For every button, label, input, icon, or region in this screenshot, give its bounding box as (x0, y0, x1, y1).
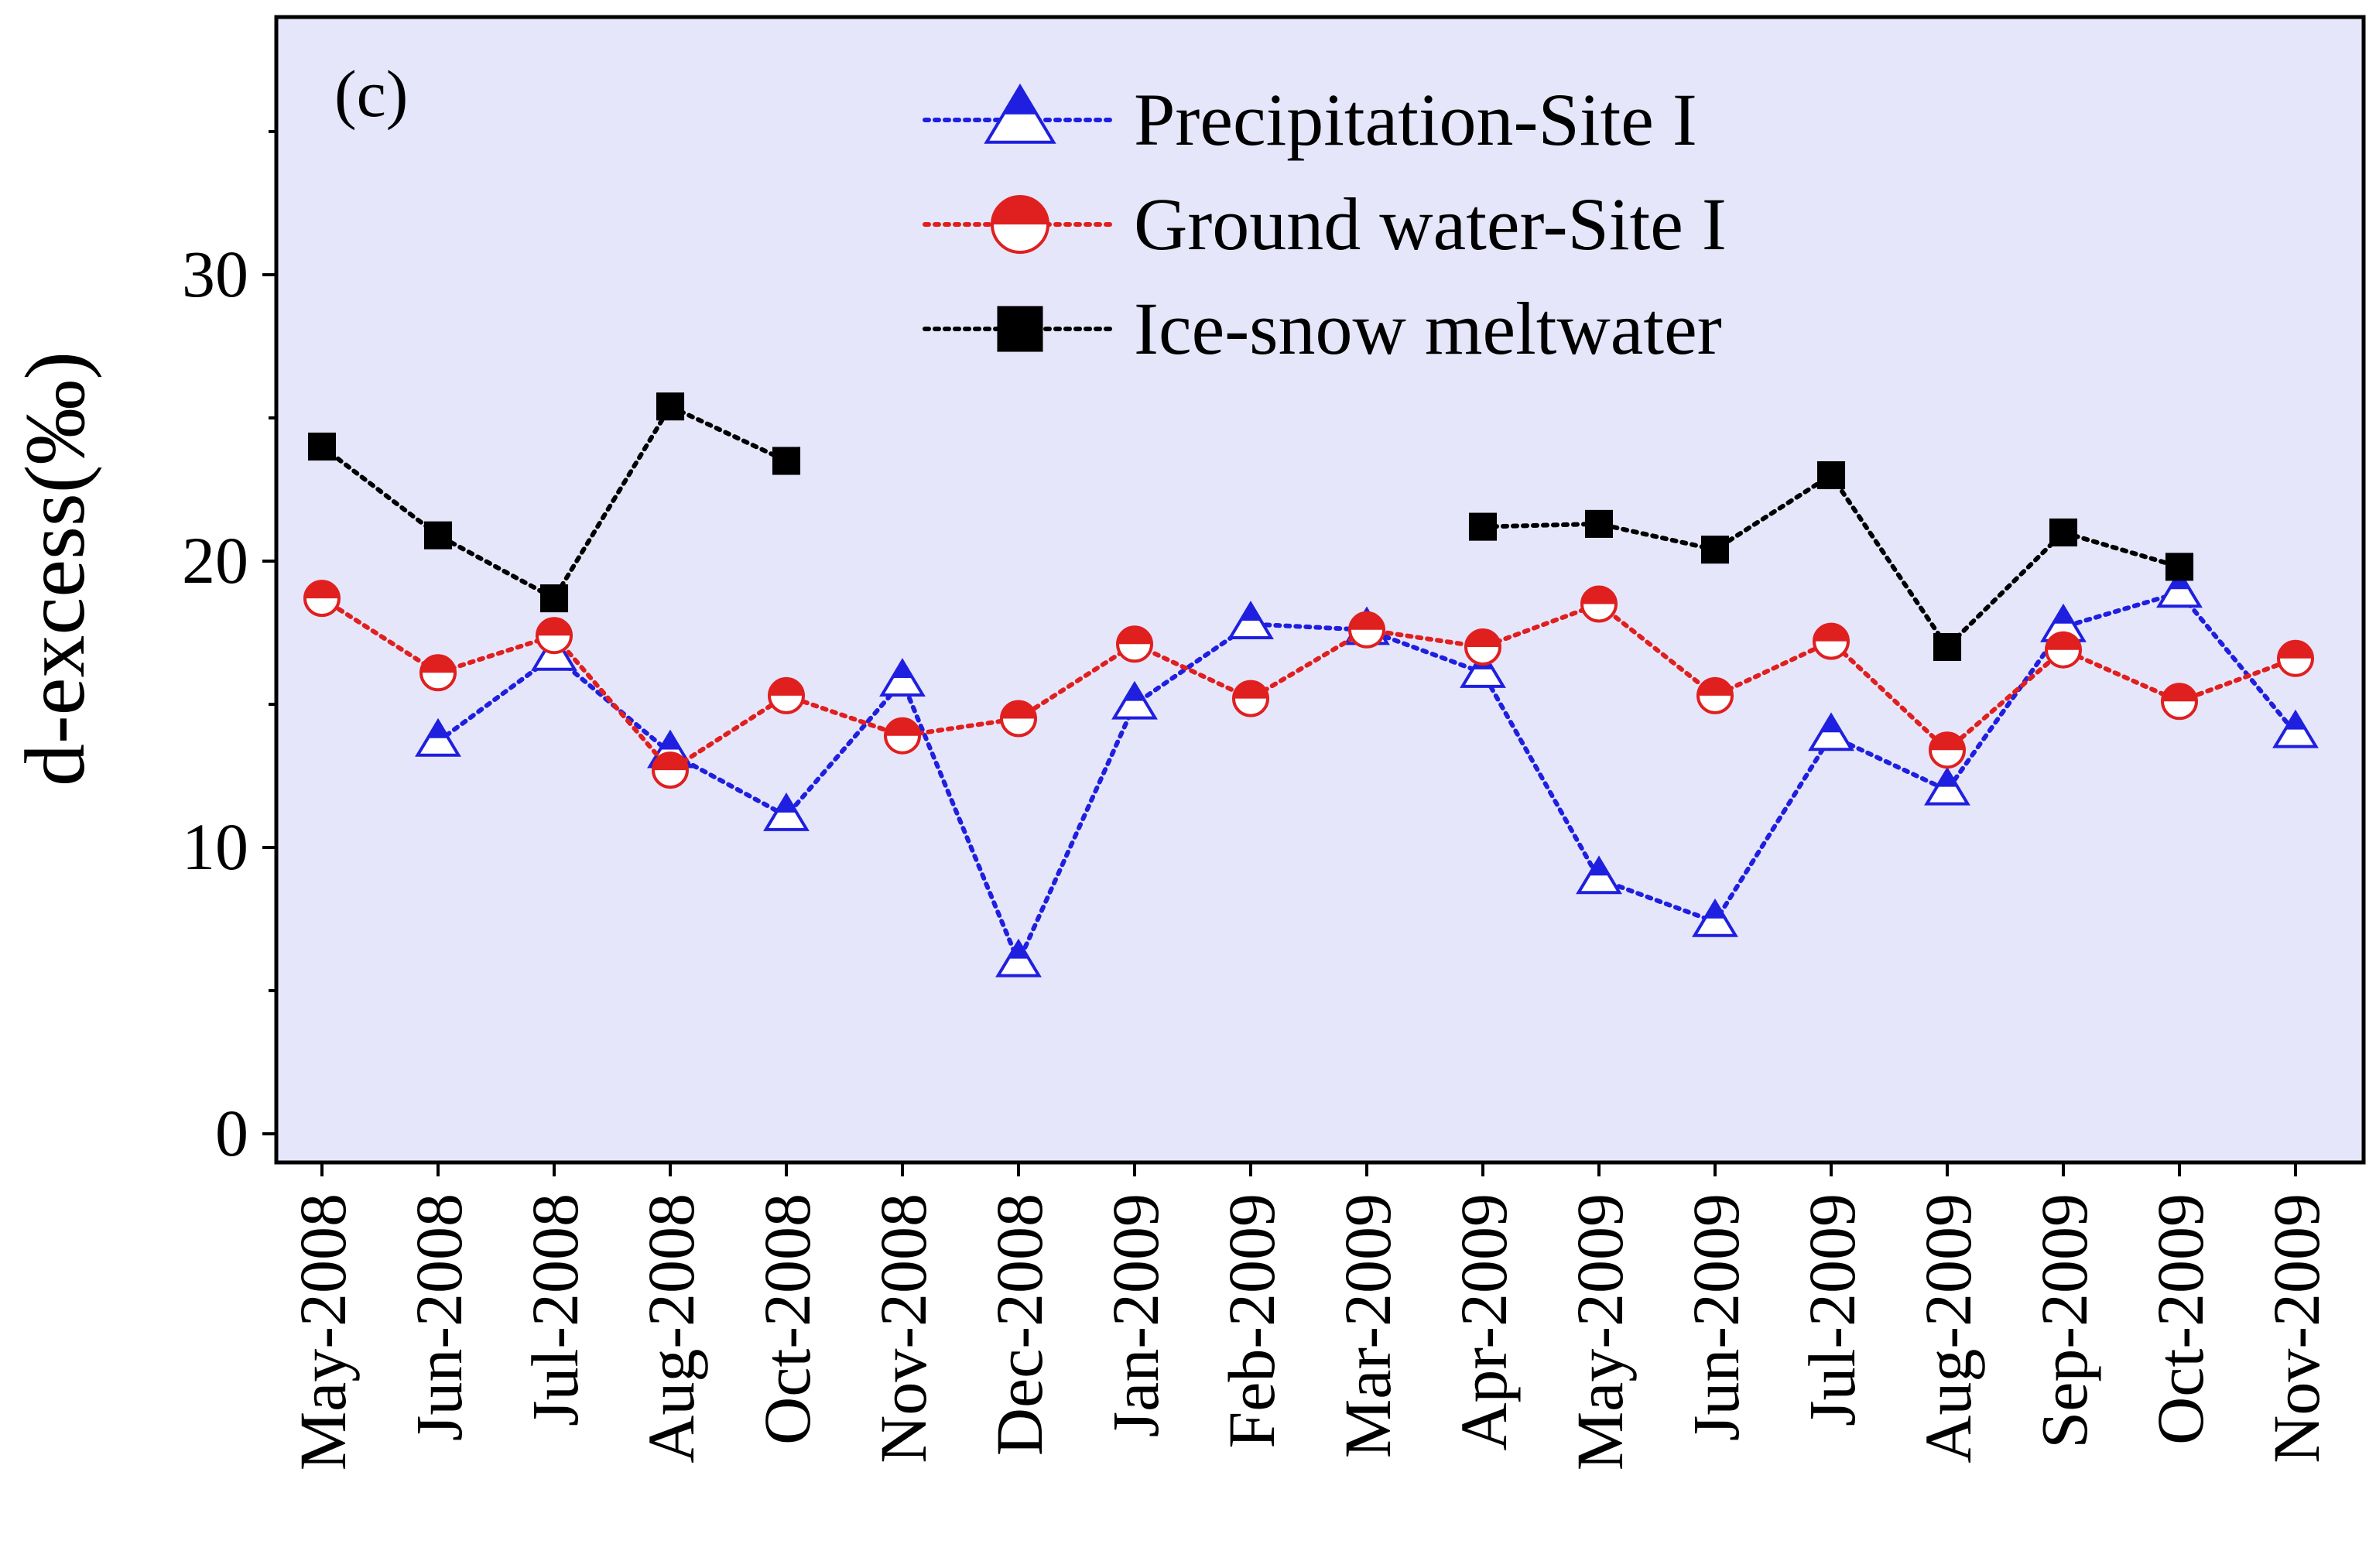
data-point-ground-water-site-i-jun-2008 (419, 654, 457, 692)
data-point-precipitation-site-i-dec-2008 (995, 938, 1042, 977)
data-point-precipitation-site-i-jun-2009 (1692, 898, 1738, 937)
legend-label-precipitation-site-i: Precipitation-Site I (1134, 78, 1697, 161)
data-point-ground-water-site-i-jul-2008 (536, 617, 573, 655)
data-point-ice-snow-meltwater-jul-2008 (539, 584, 569, 613)
y-axis-title: d-excess(‰) (8, 351, 102, 786)
x-tick-label-jan-2009: Jan-2009 (1098, 1193, 1173, 1437)
data-point-precipitation-site-i-may-2009 (1576, 855, 1622, 895)
data-point-ground-water-site-i-may-2008 (303, 580, 341, 618)
data-point-ground-water-site-i-oct-2009 (2161, 683, 2198, 721)
y-tick-label: 0 (215, 1096, 248, 1170)
x-tick-label-mar-2009: Mar-2009 (1330, 1193, 1405, 1458)
data-point-ice-snow-meltwater-oct-2008 (772, 447, 801, 475)
x-tick-label-sep-2009: Sep-2009 (2027, 1193, 2101, 1449)
x-tick-label-jul-2009: Jul-2009 (1795, 1193, 1869, 1426)
data-point-ice-snow-meltwater-jun-2008 (423, 521, 453, 549)
data-point-ice-snow-meltwater-aug-2009 (1933, 632, 1962, 662)
x-tick-label-oct-2009: Oct-2009 (2143, 1193, 2217, 1445)
data-point-ice-snow-meltwater-sep-2009 (2049, 518, 2078, 547)
plot-background (276, 17, 2364, 1162)
x-tick-label-jul-2008: Jul-2008 (518, 1193, 592, 1426)
x-tick-label-may-2009: May-2009 (1563, 1193, 1637, 1470)
legend-marker-ground-water-site-i (991, 195, 1049, 254)
series-ground-water-site-i (303, 580, 2314, 789)
data-point-ice-snow-meltwater-jul-2009 (1816, 460, 1846, 490)
x-axis-ticks: May-2008 Jun-2008 Jul-2008 Aug-2008 Oct-2008… (286, 1162, 2333, 1470)
legend: Precipitation-Site I Ground water-Site I I… (923, 78, 1727, 370)
data-point-ground-water-site-i-nov-2008 (884, 717, 921, 755)
data-point-ice-snow-meltwater-jun-2009 (1700, 536, 1730, 564)
x-tick-label-dec-2008: Dec-2008 (982, 1193, 1056, 1456)
data-point-ice-snow-meltwater-oct-2009 (2165, 553, 2194, 581)
legend-label-ground-water-site-i: Ground water-Site I (1134, 183, 1727, 265)
x-tick-label-nov-2008: Nov-2008 (866, 1193, 940, 1464)
data-point-ground-water-site-i-aug-2008 (652, 751, 689, 789)
series-line-ice-snow-meltwater (320, 403, 789, 602)
legend-label-ice-snow-meltwater: Ice-snow meltwater (1134, 287, 1722, 370)
data-point-ground-water-site-i-sep-2009 (2045, 631, 2082, 669)
x-tick-label-oct-2008: Oct-2008 (750, 1193, 824, 1445)
data-point-ice-snow-meltwater-apr-2009 (1468, 512, 1498, 541)
x-tick-label-aug-2009: Aug-2009 (1911, 1193, 1985, 1464)
data-point-ground-water-site-i-may-2009 (1580, 585, 1618, 623)
x-tick-label-may-2008: May-2008 (286, 1193, 360, 1470)
x-tick-label-jun-2009: Jun-2009 (1679, 1193, 1753, 1441)
data-point-precipitation-site-i-jan-2009 (1111, 680, 1158, 720)
data-point-precipitation-site-i-aug-2009 (1924, 766, 1970, 806)
panel-label: (c) (334, 56, 408, 131)
data-point-precipitation-site-i-feb-2009 (1227, 601, 1274, 639)
data-point-ground-water-site-i-jun-2009 (1696, 676, 1734, 714)
data-point-ground-water-site-i-dec-2008 (1000, 700, 1037, 738)
x-tick-label-feb-2009: Feb-2009 (1214, 1193, 1289, 1449)
x-tick-label-nov-2009: Nov-2009 (2259, 1193, 2333, 1464)
data-point-ground-water-site-i-nov-2009 (2277, 639, 2314, 677)
data-point-precipitation-site-i-nov-2008 (879, 658, 926, 697)
data-point-ground-water-site-i-jul-2009 (1813, 622, 1850, 660)
data-point-ground-water-site-i-mar-2009 (1348, 611, 1385, 649)
data-point-ice-snow-meltwater-may-2008 (307, 432, 337, 461)
legend-marker-ice-snow-meltwater (997, 306, 1043, 352)
data-point-ground-water-site-i-aug-2009 (1929, 731, 1966, 769)
data-point-ground-water-site-i-oct-2008 (768, 676, 805, 714)
plot-frame (274, 15, 2366, 1165)
y-axis-ticks: 0 10 20 30 (182, 130, 276, 1170)
data-point-precipitation-site-i-nov-2009 (2272, 709, 2319, 748)
series-ice-snow-meltwater (307, 392, 2194, 662)
x-tick-label-apr-2009: Apr-2009 (1446, 1193, 1521, 1451)
data-point-ice-snow-meltwater-aug-2008 (656, 392, 685, 421)
x-tick-label-jun-2008: Jun-2008 (402, 1193, 476, 1441)
y-tick-label: 30 (182, 237, 248, 311)
series-layer (303, 392, 2319, 977)
data-point-ground-water-site-i-apr-2009 (1464, 628, 1501, 666)
legend-marker-precipitation-site-i (984, 83, 1056, 144)
data-point-precipitation-site-i-oct-2008 (763, 793, 810, 831)
data-point-ground-water-site-i-feb-2009 (1232, 680, 1269, 717)
y-tick-label: 20 (182, 523, 248, 597)
x-tick-label-aug-2008: Aug-2008 (634, 1193, 708, 1464)
data-point-precipitation-site-i-jun-2008 (415, 717, 461, 757)
y-tick-label: 10 (182, 810, 248, 884)
data-point-precipitation-site-i-jul-2009 (1808, 712, 1854, 751)
series-line-ground-water-site-i (320, 596, 2298, 774)
data-point-ice-snow-meltwater-may-2009 (1584, 509, 1614, 538)
data-point-ground-water-site-i-jan-2009 (1116, 625, 1153, 663)
